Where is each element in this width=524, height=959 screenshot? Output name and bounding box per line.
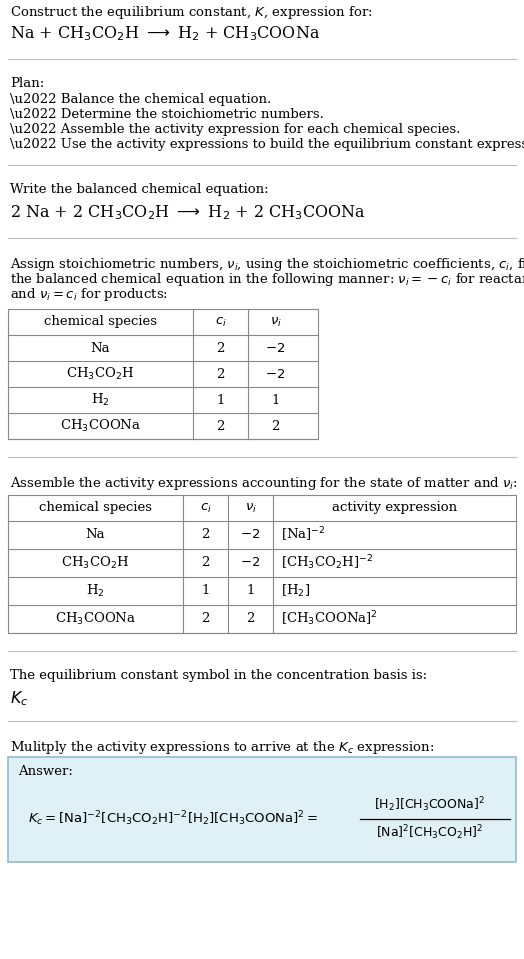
Bar [8, 495, 516, 633]
Text: $[\mathrm{H_2}][\mathrm{CH_3COONa}]^2$: $[\mathrm{H_2}][\mathrm{CH_3COONa}]^2$ [374, 796, 486, 814]
Text: 2: 2 [201, 528, 210, 542]
Text: \u2022 Use the activity expressions to build the equilibrium constant expression: \u2022 Use the activity expressions to b… [10, 138, 524, 151]
Text: $K_c$: $K_c$ [10, 689, 28, 708]
Bar [8, 309, 318, 439]
Text: 2: 2 [201, 613, 210, 625]
Text: Mulitply the activity expressions to arrive at the $K_c$ expression:: Mulitply the activity expressions to arr… [10, 739, 434, 756]
Text: 2: 2 [201, 556, 210, 570]
Text: 1: 1 [246, 584, 255, 597]
Text: H$_2$: H$_2$ [86, 583, 105, 599]
Text: and $\nu_i = c_i$ for products:: and $\nu_i = c_i$ for products: [10, 286, 168, 303]
Text: $K_c = [\mathrm{Na}]^{-2}[\mathrm{CH_3CO_2H}]^{-2}[\mathrm{H_2}][\mathrm{CH_3COO: $K_c = [\mathrm{Na}]^{-2}[\mathrm{CH_3CO… [28, 809, 319, 829]
Text: 2: 2 [216, 367, 225, 381]
Text: Answer:: Answer: [18, 765, 73, 778]
Text: Na: Na [91, 341, 111, 355]
Text: 2: 2 [216, 419, 225, 433]
Text: 2 Na + 2 CH$_3$CO$_2$H $\longrightarrow$ H$_2$ + 2 CH$_3$COONa: 2 Na + 2 CH$_3$CO$_2$H $\longrightarrow$… [10, 203, 366, 222]
Text: 2: 2 [246, 613, 255, 625]
Text: 1: 1 [271, 393, 280, 407]
Text: CH$_3$COONa: CH$_3$COONa [60, 418, 141, 434]
Text: \u2022 Balance the chemical equation.: \u2022 Balance the chemical equation. [10, 93, 271, 106]
Text: $[\mathrm{Na}]^2[\mathrm{CH_3CO_2H}]^2$: $[\mathrm{Na}]^2[\mathrm{CH_3CO_2H}]^2$ [376, 824, 484, 842]
Text: 2: 2 [271, 419, 280, 433]
Text: Write the balanced chemical equation:: Write the balanced chemical equation: [10, 183, 269, 196]
Text: $-2$: $-2$ [241, 556, 260, 570]
Text: Plan:: Plan: [10, 77, 44, 90]
Text: the balanced chemical equation in the following manner: $\nu_i = -c_i$ for react: the balanced chemical equation in the fo… [10, 271, 524, 288]
Text: Na + CH$_3$CO$_2$H $\longrightarrow$ H$_2$ + CH$_3$COONa: Na + CH$_3$CO$_2$H $\longrightarrow$ H$_… [10, 24, 320, 43]
Text: The equilibrium constant symbol in the concentration basis is:: The equilibrium constant symbol in the c… [10, 669, 427, 682]
Text: $\nu_i$: $\nu_i$ [269, 316, 281, 329]
Text: [H$_2$]: [H$_2$] [281, 583, 310, 599]
Text: Construct the equilibrium constant, $K$, expression for:: Construct the equilibrium constant, $K$,… [10, 4, 373, 21]
Text: $c_i$: $c_i$ [200, 502, 211, 515]
Text: CH$_3$CO$_2$H: CH$_3$CO$_2$H [67, 366, 135, 382]
Text: H$_2$: H$_2$ [91, 392, 110, 408]
Text: activity expression: activity expression [332, 502, 457, 514]
FancyBboxPatch shape [8, 757, 516, 862]
Text: 1: 1 [216, 393, 225, 407]
Text: $-2$: $-2$ [241, 528, 260, 542]
Text: Assemble the activity expressions accounting for the state of matter and $\nu_i$: Assemble the activity expressions accoun… [10, 475, 518, 492]
Text: $c_i$: $c_i$ [215, 316, 226, 329]
Text: [Na]$^{-2}$: [Na]$^{-2}$ [281, 526, 325, 544]
Text: Na: Na [86, 528, 105, 542]
Text: CH$_3$COONa: CH$_3$COONa [55, 611, 136, 627]
Text: \u2022 Assemble the activity expression for each chemical species.: \u2022 Assemble the activity expression … [10, 123, 461, 136]
Text: $-2$: $-2$ [265, 367, 286, 381]
Text: chemical species: chemical species [39, 502, 152, 514]
Text: Assign stoichiometric numbers, $\nu_i$, using the stoichiometric coefficients, $: Assign stoichiometric numbers, $\nu_i$, … [10, 256, 524, 273]
Text: 1: 1 [201, 584, 210, 597]
Text: chemical species: chemical species [44, 316, 157, 329]
Text: $\nu_i$: $\nu_i$ [245, 502, 256, 515]
Text: [CH$_3$CO$_2$H]$^{-2}$: [CH$_3$CO$_2$H]$^{-2}$ [281, 553, 373, 573]
Text: \u2022 Determine the stoichiometric numbers.: \u2022 Determine the stoichiometric numb… [10, 108, 324, 121]
Text: $-2$: $-2$ [265, 341, 286, 355]
Text: CH$_3$CO$_2$H: CH$_3$CO$_2$H [61, 555, 129, 571]
Text: 2: 2 [216, 341, 225, 355]
Text: [CH$_3$COONa]$^2$: [CH$_3$COONa]$^2$ [281, 610, 378, 628]
